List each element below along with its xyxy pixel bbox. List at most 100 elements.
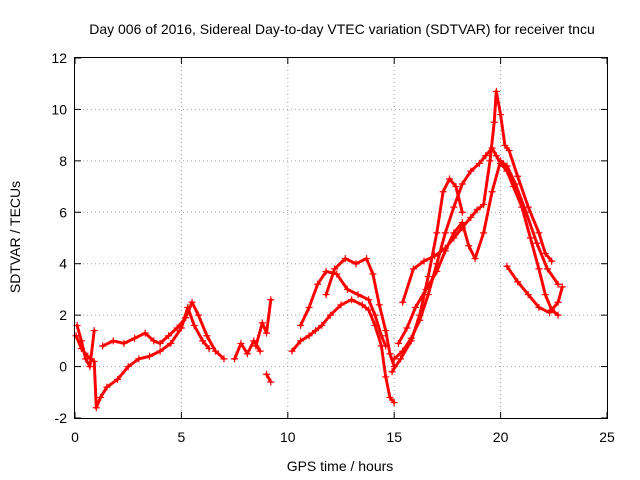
- data-point: [548, 257, 556, 265]
- data-point: [369, 270, 377, 278]
- data-point: [82, 355, 90, 363]
- data-point: [150, 337, 158, 345]
- data-point: [354, 291, 362, 299]
- data-point: [156, 347, 164, 355]
- data-point: [486, 157, 494, 165]
- data-point: [77, 337, 85, 345]
- x-axis-title: GPS time / hours: [287, 458, 394, 474]
- y-axis-title: SDTVAR / TECUs: [7, 181, 23, 293]
- data-point: [382, 373, 390, 381]
- chart-title: Day 006 of 2016, Sidereal Day-to-day VTE…: [89, 21, 595, 37]
- series-line: [74, 305, 211, 410]
- series-line: [254, 298, 273, 348]
- data-point: [554, 298, 562, 306]
- data-point: [514, 172, 522, 180]
- data-point: [348, 296, 356, 304]
- y-tick-label: 2: [59, 307, 67, 323]
- data-point: [305, 332, 313, 340]
- data-point: [535, 229, 543, 237]
- data-point: [497, 157, 505, 165]
- data-point: [424, 273, 432, 281]
- y-tick-label: -2: [55, 410, 68, 426]
- x-tick-label: 20: [493, 429, 509, 445]
- data-point: [403, 324, 411, 332]
- y-tick-label: 0: [59, 359, 67, 375]
- data-point: [541, 249, 549, 257]
- data-point: [267, 378, 275, 386]
- data-point: [165, 332, 173, 340]
- data-point: [365, 306, 373, 314]
- data-point: [554, 311, 562, 319]
- data-point: [114, 375, 122, 383]
- data-point: [145, 352, 153, 360]
- data-point: [554, 280, 562, 288]
- data-point: [99, 342, 107, 350]
- data-point: [467, 167, 475, 175]
- data-point: [497, 111, 505, 119]
- series-arc-14: [503, 262, 566, 317]
- data-point: [263, 370, 271, 378]
- data-point: [352, 260, 360, 268]
- data-point: [433, 229, 441, 237]
- series-arc-1: [72, 303, 213, 412]
- data-point: [503, 162, 511, 170]
- y-tick-label: 6: [59, 204, 67, 220]
- data-point: [458, 180, 466, 188]
- data-point: [535, 303, 543, 311]
- data-point: [505, 147, 513, 155]
- series-line: [401, 89, 554, 304]
- data-point: [450, 234, 458, 242]
- data-point: [394, 339, 402, 347]
- data-point: [450, 203, 458, 211]
- data-point: [441, 244, 449, 252]
- data-point: [439, 188, 447, 196]
- data-point: [433, 267, 441, 275]
- series-line: [265, 372, 273, 384]
- data-point: [341, 255, 349, 263]
- data-point: [337, 301, 345, 309]
- data-point: [390, 355, 398, 363]
- data-point: [72, 332, 80, 340]
- data-point: [258, 319, 266, 327]
- data-point: [533, 239, 541, 247]
- data-point: [156, 339, 164, 347]
- data-point: [297, 337, 305, 345]
- data-point: [407, 334, 415, 342]
- data-point: [124, 363, 132, 371]
- data-point: [199, 337, 207, 345]
- data-point: [377, 332, 385, 340]
- data-point: [182, 314, 190, 322]
- data-point: [288, 347, 296, 355]
- data-point: [397, 355, 405, 363]
- series-arc-3: [73, 321, 98, 371]
- data-point: [141, 329, 149, 337]
- y-tick-label: 8: [59, 153, 67, 169]
- data-point: [399, 347, 407, 355]
- data-point: [480, 201, 488, 209]
- data-point: [256, 347, 264, 355]
- data-point: [446, 175, 454, 183]
- x-tick-label: 10: [280, 429, 296, 445]
- data-point: [231, 355, 239, 363]
- data-point: [167, 339, 175, 347]
- series-line: [299, 269, 388, 348]
- data-point: [343, 285, 351, 293]
- data-point: [524, 291, 532, 299]
- data-point: [558, 283, 566, 291]
- data-point: [252, 342, 260, 350]
- data-point: [243, 350, 251, 358]
- x-tick-label: 15: [386, 429, 402, 445]
- data-point: [399, 298, 407, 306]
- data-point: [526, 234, 534, 242]
- data-point: [411, 303, 419, 311]
- data-point: [371, 311, 379, 319]
- data-point: [97, 393, 105, 401]
- data-point: [203, 332, 211, 340]
- data-point: [514, 278, 522, 286]
- data-point: [388, 368, 396, 376]
- data-point: [135, 355, 143, 363]
- data-point: [305, 303, 313, 311]
- data-point: [211, 347, 219, 355]
